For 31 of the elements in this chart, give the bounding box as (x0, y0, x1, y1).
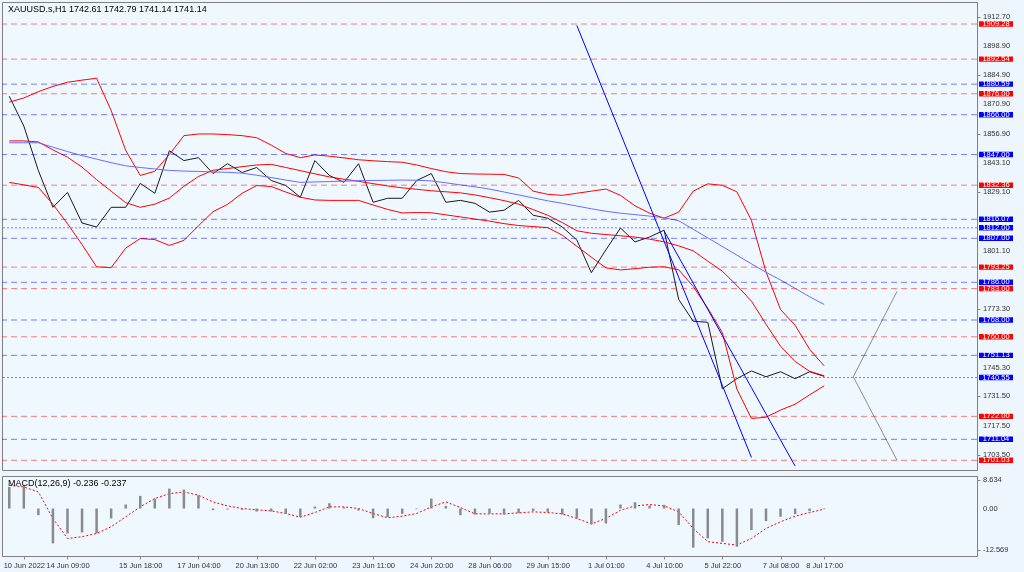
bar (328, 503, 331, 509)
bar (721, 508, 724, 542)
bar (66, 508, 69, 534)
line-series (8, 142, 825, 305)
bar (648, 505, 651, 509)
bar (197, 495, 200, 509)
bar (95, 508, 98, 534)
bar (8, 486, 11, 509)
bar (517, 508, 520, 514)
bar (299, 508, 302, 518)
chart-title: MACD(12,26,9) -0.236 -0.237 (8, 478, 127, 488)
bar (561, 508, 564, 515)
line-series (576, 24, 752, 458)
bar (750, 508, 753, 531)
line-series (663, 230, 796, 467)
bar (37, 508, 40, 516)
bar (590, 508, 593, 525)
bar (677, 508, 680, 526)
bar (546, 508, 549, 512)
bar (619, 504, 622, 509)
bar (430, 498, 433, 509)
line-series (8, 140, 825, 377)
chart-title: XAUUSD.s,H1 1742.61 1742.79 1741.14 1741.14 (8, 4, 207, 14)
bar (168, 488, 171, 509)
line-series (8, 181, 825, 419)
bar (386, 508, 389, 518)
bar (255, 508, 258, 512)
bar (779, 508, 782, 517)
bar (488, 508, 491, 514)
bar (459, 508, 462, 516)
bar (124, 504, 127, 509)
